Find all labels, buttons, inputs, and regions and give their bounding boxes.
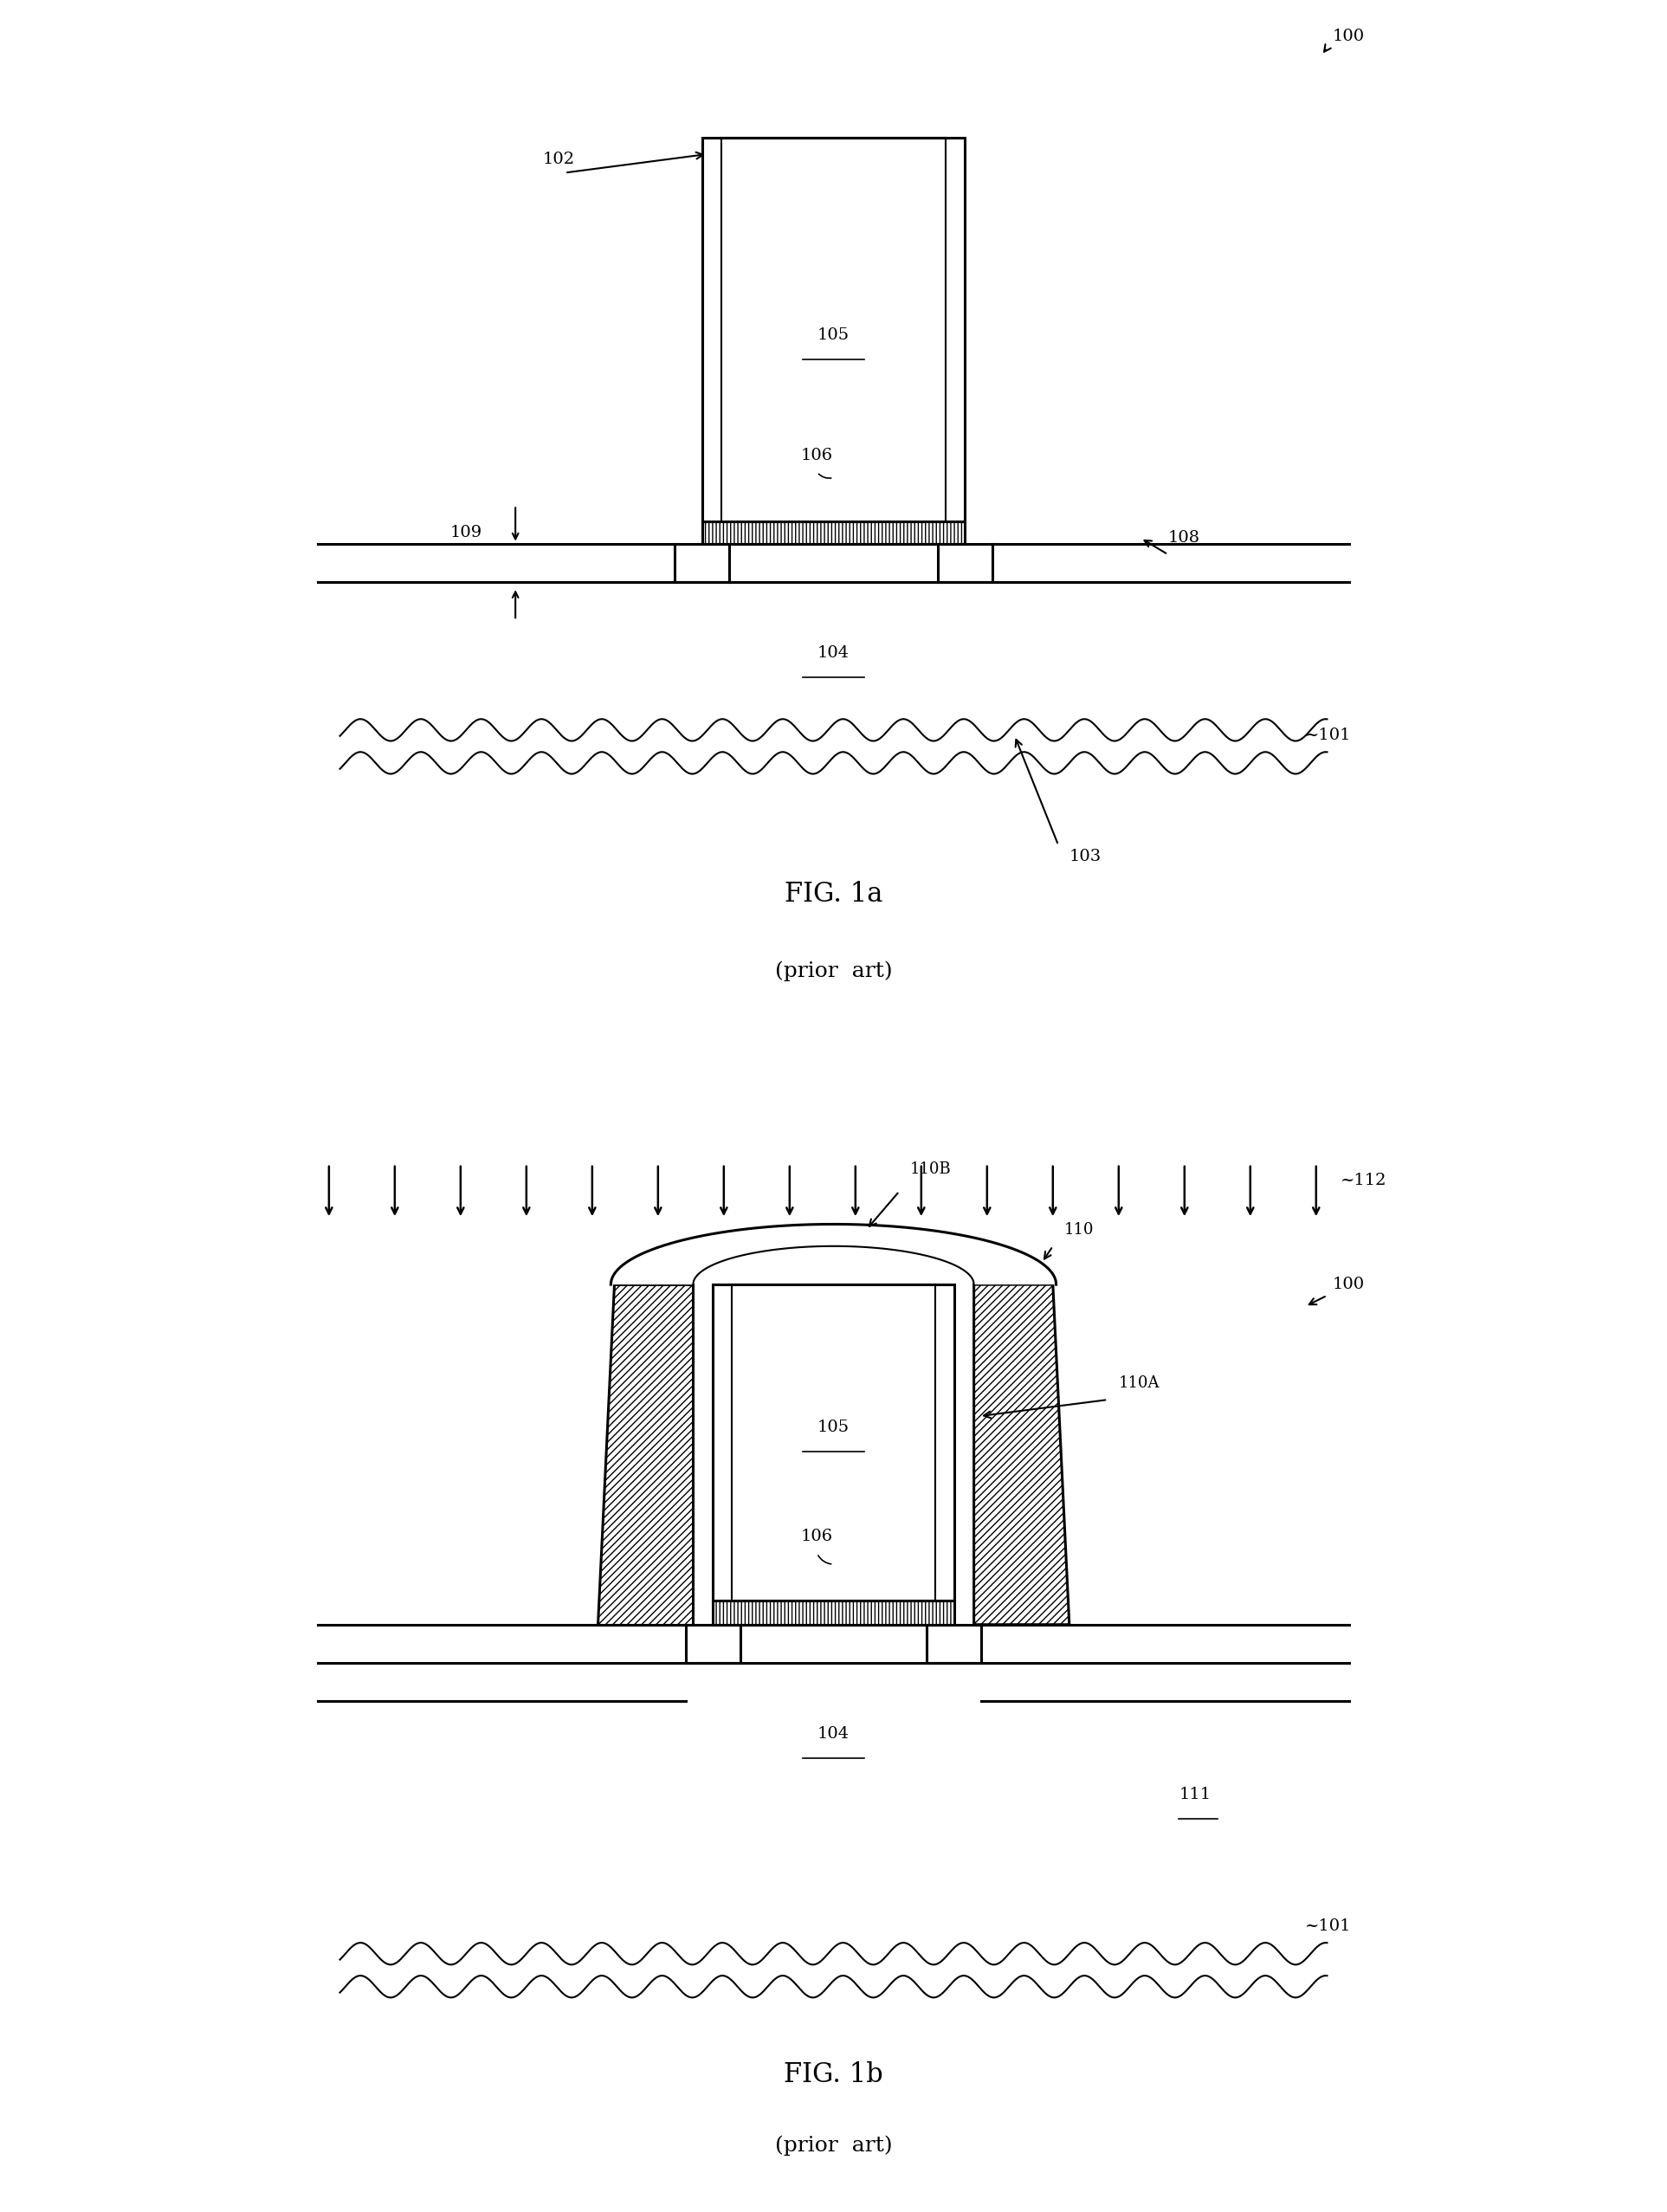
Text: 103: 103 xyxy=(1069,849,1102,865)
Text: 105: 105 xyxy=(817,327,850,343)
Text: (prior  art): (prior art) xyxy=(775,2135,892,2157)
Bar xyxy=(702,522,965,544)
Text: FIG. 1a: FIG. 1a xyxy=(785,880,882,907)
Text: 106: 106 xyxy=(800,1528,834,1544)
Text: 104: 104 xyxy=(817,646,850,661)
Text: 108: 108 xyxy=(1169,531,1200,546)
Text: ~101: ~101 xyxy=(1305,728,1352,743)
Text: FIG. 1b: FIG. 1b xyxy=(783,2062,884,2088)
Bar xyxy=(713,1285,954,1601)
PathPatch shape xyxy=(598,1285,693,1624)
Text: 100: 100 xyxy=(1332,29,1365,44)
Bar xyxy=(702,137,965,522)
Text: 104: 104 xyxy=(817,1728,850,1743)
Text: 102: 102 xyxy=(543,153,575,168)
Text: (prior  art): (prior art) xyxy=(775,962,892,982)
Text: 105: 105 xyxy=(817,1420,850,1436)
PathPatch shape xyxy=(974,1285,1069,1624)
Text: 110: 110 xyxy=(1064,1221,1094,1237)
Text: 111: 111 xyxy=(1179,1787,1212,1803)
PathPatch shape xyxy=(610,1223,1057,1285)
Text: 110A: 110A xyxy=(1119,1376,1160,1391)
Text: ~101: ~101 xyxy=(1305,1918,1352,1933)
Bar xyxy=(713,1601,954,1624)
Text: 109: 109 xyxy=(450,524,482,540)
Text: 100: 100 xyxy=(1332,1276,1365,1292)
Text: 110B: 110B xyxy=(910,1161,952,1177)
Text: ~112: ~112 xyxy=(1340,1172,1387,1188)
Text: 106: 106 xyxy=(800,449,834,465)
